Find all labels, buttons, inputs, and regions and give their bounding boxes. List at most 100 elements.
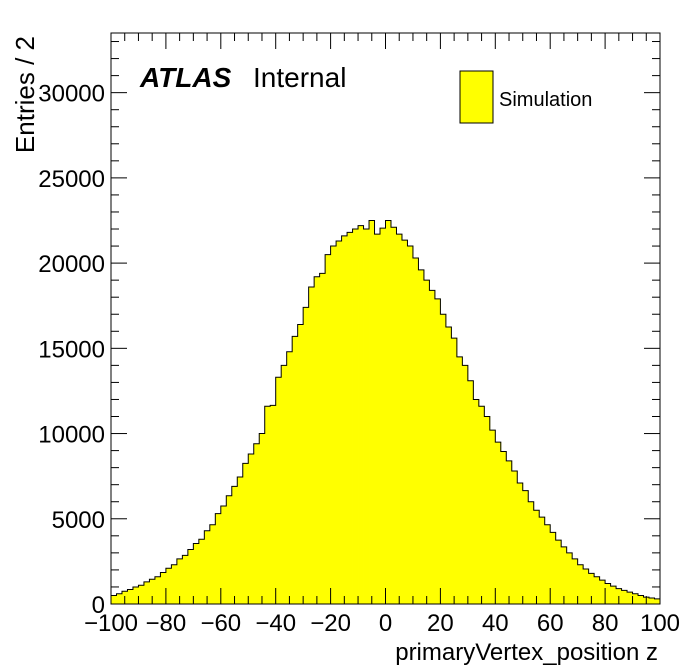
atlas-label: ATLAS Internal bbox=[139, 62, 346, 93]
x-tick-label: 20 bbox=[427, 610, 454, 637]
histogram-bar bbox=[451, 338, 458, 604]
x-tick-label: −40 bbox=[255, 610, 296, 637]
histogram-bar bbox=[484, 416, 491, 604]
histogram-bar bbox=[429, 290, 436, 604]
x-tick-label: −60 bbox=[200, 610, 241, 637]
histogram-bar bbox=[308, 286, 315, 604]
histogram-bar bbox=[275, 377, 282, 604]
histogram-bar bbox=[187, 549, 194, 604]
histogram-bar bbox=[116, 593, 123, 604]
histogram-bar bbox=[182, 555, 189, 604]
histogram-bar bbox=[561, 546, 568, 604]
histogram-bar bbox=[237, 477, 244, 604]
histogram-bar bbox=[522, 490, 529, 604]
histogram-bar bbox=[462, 365, 469, 604]
histogram-bar bbox=[544, 524, 551, 604]
histogram-bar bbox=[605, 583, 611, 604]
x-tick-label: −20 bbox=[310, 610, 351, 637]
histogram-bar bbox=[572, 558, 579, 604]
histogram-bar bbox=[489, 430, 496, 604]
histogram-bar bbox=[588, 573, 595, 604]
histogram-bar bbox=[649, 598, 655, 604]
y-tick-label: 5000 bbox=[52, 507, 105, 534]
histogram-bar bbox=[358, 225, 364, 605]
histogram-bar bbox=[138, 585, 145, 604]
histogram-bar bbox=[528, 501, 535, 604]
histogram-bar bbox=[418, 269, 425, 604]
histogram-bar bbox=[264, 406, 271, 604]
histogram-bar bbox=[412, 257, 419, 604]
histogram-bar bbox=[473, 399, 480, 604]
atlas-label-bold: ATLAS bbox=[139, 62, 232, 93]
histogram-bar bbox=[533, 510, 540, 604]
histogram-bar bbox=[456, 356, 463, 604]
histogram-bar bbox=[154, 576, 161, 604]
histogram-bar bbox=[270, 405, 277, 604]
y-tick-label: 30000 bbox=[38, 81, 105, 108]
histogram-bar bbox=[577, 564, 584, 604]
histogram-bar bbox=[478, 406, 485, 604]
histogram-bar bbox=[638, 595, 644, 604]
histogram-bar bbox=[281, 365, 288, 604]
histogram-bar bbox=[550, 532, 557, 604]
histogram-bar bbox=[132, 586, 139, 604]
x-tick-label: −80 bbox=[146, 610, 187, 637]
histogram-bar bbox=[226, 495, 233, 604]
histogram-bar bbox=[297, 324, 304, 604]
histogram-bar bbox=[143, 581, 150, 604]
histogram-bar bbox=[369, 220, 375, 604]
histogram-bins bbox=[111, 220, 661, 605]
histogram-bar bbox=[341, 235, 348, 605]
histogram-bar bbox=[253, 443, 260, 604]
histogram-bar bbox=[599, 580, 606, 604]
histogram-bar bbox=[583, 569, 590, 604]
histogram-bar bbox=[303, 307, 310, 604]
histogram-bar bbox=[445, 327, 452, 604]
x-tick-label: 0 bbox=[379, 610, 392, 637]
histogram-bar bbox=[171, 564, 178, 604]
histogram-bar bbox=[352, 229, 359, 604]
histogram-bar bbox=[621, 590, 628, 604]
histogram-bar bbox=[380, 228, 386, 604]
histogram-bar bbox=[259, 433, 266, 604]
histogram-bar bbox=[231, 486, 238, 604]
histogram-bar bbox=[440, 314, 447, 604]
atlas-label-internal: Internal bbox=[253, 62, 346, 93]
x-tick-label: 60 bbox=[537, 610, 564, 637]
histogram-bar bbox=[248, 454, 255, 604]
y-tick-label: 25000 bbox=[38, 166, 105, 193]
histogram-bar bbox=[423, 280, 430, 604]
histogram-bar bbox=[198, 539, 205, 604]
histogram-bar bbox=[330, 246, 337, 605]
x-tick-label: −100 bbox=[84, 610, 138, 637]
legend: Simulation bbox=[459, 70, 592, 124]
y-tick-label: 20000 bbox=[38, 251, 105, 278]
histogram-bar bbox=[517, 482, 524, 604]
histogram-bar bbox=[555, 540, 562, 604]
histogram-bar bbox=[242, 463, 249, 604]
histogram-bar bbox=[127, 589, 134, 604]
histogram-bar bbox=[336, 240, 342, 604]
histogram-bar bbox=[215, 513, 222, 604]
histogram-bar bbox=[374, 234, 381, 604]
histogram-bar bbox=[500, 451, 507, 604]
histogram-bar bbox=[594, 576, 601, 604]
histogram-bar bbox=[347, 232, 353, 604]
histogram-bar bbox=[220, 505, 227, 604]
histogram-bar bbox=[511, 471, 518, 604]
histogram-bar bbox=[401, 240, 408, 604]
histogram-bar bbox=[314, 276, 321, 604]
x-axis-ticks: −100 −80 −60 −40 −20 0 20 40 60 80 100 bbox=[84, 33, 680, 637]
histogram-bar bbox=[434, 298, 441, 604]
histogram-bar bbox=[396, 234, 403, 604]
histogram-bar bbox=[319, 273, 326, 604]
legend-swatch-simulation bbox=[459, 70, 494, 124]
histogram-bar bbox=[165, 568, 172, 604]
histogram-bar bbox=[654, 598, 661, 604]
histogram-bar bbox=[506, 460, 513, 604]
histogram-bar bbox=[286, 351, 293, 604]
y-tick-label: 10000 bbox=[38, 422, 105, 449]
y-axis-ticks: 0 5000 10000 15000 20000 25000 30000 bbox=[38, 41, 660, 619]
x-tick-label: 80 bbox=[592, 610, 619, 637]
histogram-outline bbox=[110, 219, 661, 604]
